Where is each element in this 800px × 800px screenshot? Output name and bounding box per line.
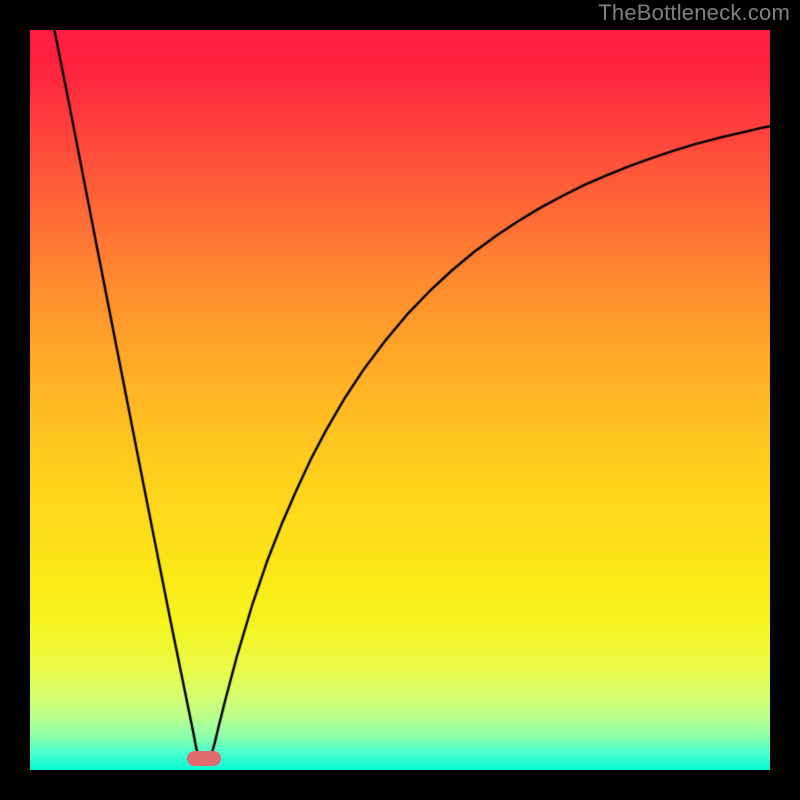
optimal-point-marker (187, 751, 221, 766)
bottleneck-chart (30, 30, 770, 770)
chart-container: TheBottleneck.com (0, 0, 800, 800)
watermark-text: TheBottleneck.com (598, 0, 790, 26)
